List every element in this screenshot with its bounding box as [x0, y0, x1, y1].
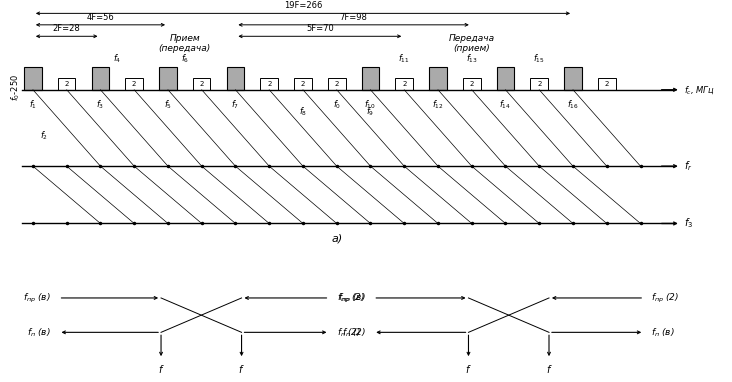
Text: Прием
(передача): Прием (передача) — [159, 34, 211, 53]
Text: $f_1$: $f_1$ — [29, 98, 37, 111]
Text: 2: 2 — [605, 81, 609, 87]
Bar — [497, 67, 515, 90]
Text: Передача
(прием): Передача (прием) — [449, 34, 495, 53]
Text: $f_{пр}$ (2): $f_{пр}$ (2) — [337, 291, 365, 304]
Bar — [159, 67, 176, 90]
Text: $f_0$: $f_0$ — [332, 98, 341, 111]
Text: 5F=70: 5F=70 — [306, 24, 334, 33]
Text: $f_2$: $f_2$ — [40, 129, 48, 142]
Bar — [58, 78, 75, 90]
Text: 2F=28: 2F=28 — [53, 24, 81, 33]
Text: 2: 2 — [64, 81, 69, 87]
Text: $f_r$: $f_r$ — [684, 159, 693, 173]
Text: 2: 2 — [200, 81, 204, 87]
Text: 4F=56: 4F=56 — [86, 13, 114, 22]
Bar — [564, 67, 582, 90]
Text: $f_5$: $f_5$ — [164, 98, 172, 111]
Text: $f$: $f$ — [238, 363, 245, 375]
Bar — [261, 78, 278, 90]
Text: $f_0$-250: $f_0$-250 — [10, 74, 23, 102]
Text: $f_{16}$: $f_{16}$ — [567, 98, 579, 111]
Bar — [429, 67, 447, 90]
Text: $f_{15}$: $f_{15}$ — [534, 52, 545, 65]
Bar — [24, 67, 42, 90]
Text: $f_{пр}$ (в): $f_{пр}$ (в) — [338, 291, 366, 304]
Text: 2: 2 — [469, 81, 474, 87]
Text: 2: 2 — [132, 81, 136, 87]
Text: $f_3$: $f_3$ — [97, 98, 105, 111]
Text: 2: 2 — [402, 81, 406, 87]
Bar — [362, 67, 379, 90]
Text: $f_{10}$: $f_{10}$ — [365, 98, 376, 111]
Text: $f_{14}$: $f_{14}$ — [499, 98, 512, 111]
Text: $f_{12}$: $f_{12}$ — [432, 98, 444, 111]
Text: $f_8$: $f_8$ — [299, 106, 307, 118]
Bar — [598, 78, 616, 90]
Bar — [294, 78, 312, 90]
Text: 2: 2 — [537, 81, 542, 87]
Bar — [227, 67, 244, 90]
Text: $f_п$ (2): $f_п$ (2) — [337, 326, 361, 338]
Text: $f_{13}$: $f_{13}$ — [466, 52, 478, 65]
Text: 2: 2 — [301, 81, 305, 87]
Text: а): а) — [331, 233, 343, 243]
Text: $f_{пр}$ (в): $f_{пр}$ (в) — [23, 291, 51, 304]
Bar — [92, 67, 109, 90]
Text: $f_{пр}$ (2): $f_{пр}$ (2) — [651, 291, 680, 304]
Text: $f$: $f$ — [545, 363, 553, 375]
Text: $f_п$ (2): $f_п$ (2) — [342, 326, 366, 338]
Text: $f_4$: $f_4$ — [113, 52, 122, 65]
Text: 2: 2 — [335, 81, 339, 87]
Bar — [328, 78, 346, 90]
Bar — [531, 78, 548, 90]
Bar — [463, 78, 480, 90]
Text: $f_3$: $f_3$ — [684, 217, 694, 230]
Text: $f_п$ (в): $f_п$ (в) — [27, 326, 51, 338]
Text: $f$: $f$ — [465, 363, 472, 375]
Text: $f_п$ (в): $f_п$ (в) — [651, 326, 676, 338]
Text: $f_6$: $f_6$ — [181, 52, 189, 65]
Text: $f_{11}$: $f_{11}$ — [398, 52, 410, 65]
Text: $f_9$: $f_9$ — [366, 106, 375, 118]
Text: 2: 2 — [267, 81, 272, 87]
Text: $f_c$, МГц: $f_c$, МГц — [684, 84, 715, 96]
Text: 19F=266: 19F=266 — [284, 1, 322, 10]
Bar — [193, 78, 211, 90]
Bar — [395, 78, 413, 90]
Bar — [125, 78, 143, 90]
Text: $f$: $f$ — [157, 363, 165, 375]
Text: $f_7$: $f_7$ — [231, 98, 239, 111]
Text: 7F=98: 7F=98 — [340, 13, 367, 22]
